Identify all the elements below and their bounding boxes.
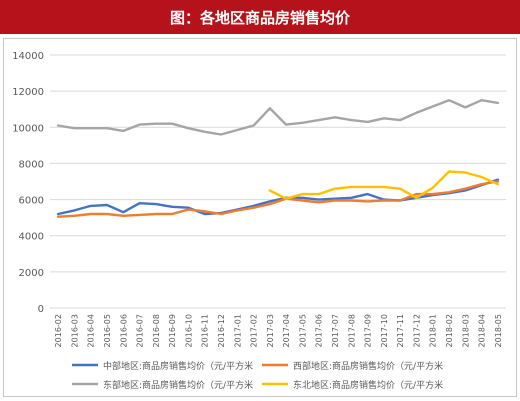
- x-tick-label: 2017-08: [347, 314, 356, 347]
- series-group: [56, 99, 500, 218]
- x-tick-label: 2017-03: [266, 314, 275, 347]
- x-tick-label: 2016-11: [201, 314, 210, 347]
- x-tick-label: 2017-06: [315, 314, 324, 347]
- series-line-2: [56, 99, 500, 136]
- y-tick-label: 0: [38, 304, 44, 315]
- grid-lines: [50, 54, 506, 309]
- x-tick-label: 2016-04: [87, 314, 96, 347]
- x-tick-label: 2016-08: [152, 314, 161, 347]
- chart-border: [3, 38, 517, 397]
- x-tick-label: 2018-04: [478, 314, 487, 347]
- x-tick-label: 2016-03: [70, 314, 79, 347]
- legend-label-1: 西部地区:商品房销售均价（元/平方米: [293, 360, 443, 372]
- legend-label-0: 中部地区:商品房销售均价（元/平方米: [103, 360, 253, 372]
- x-tick-label: 2017-04: [282, 314, 291, 347]
- x-axis: 2016-02 2016-03 2016-04 2016-05 2016-06 2016-…: [54, 314, 503, 347]
- x-tick-label: 2018-03: [461, 314, 470, 347]
- series-line-0: [56, 178, 500, 216]
- x-tick-label: 2016-12: [217, 314, 226, 347]
- x-tick-label: 2018-01: [429, 314, 438, 347]
- series-line-3: [268, 170, 500, 200]
- x-tick-label: 2017-11: [396, 314, 405, 347]
- x-tick-label: 2017-09: [364, 314, 373, 347]
- y-axis: 0 2000 4000 6000 8000 10000 12000 14000: [12, 51, 44, 315]
- x-tick-label: 2017-07: [331, 314, 340, 347]
- x-tick-label: 2016-05: [103, 314, 112, 347]
- x-tick-label: 2016-06: [119, 314, 128, 347]
- x-tick-label: 2017-05: [298, 314, 307, 347]
- x-tick-label: 2018-05: [494, 314, 503, 347]
- x-tick-label: 2017-02: [250, 314, 259, 347]
- x-tick-label: 2017-10: [380, 314, 389, 347]
- legend: 中部地区:商品房销售均价（元/平方米 西部地区:商品房销售均价（元/平方米东部地区…: [72, 360, 443, 391]
- y-tick-label: 8000: [19, 159, 44, 170]
- y-tick-label: 4000: [19, 232, 44, 243]
- x-tick-label: 2016-02: [54, 314, 63, 347]
- legend-label-2: 东部地区:商品房销售均价（元/平方米: [103, 379, 253, 391]
- y-tick-label: 10000: [12, 123, 44, 134]
- y-tick-label: 12000: [12, 87, 44, 98]
- chart-title: 图：各地区商品房销售均价: [0, 0, 520, 34]
- x-tick-label: 2016-09: [168, 314, 177, 347]
- legend-label-3: 东北地区:商品房销售均价（元/平方米: [293, 379, 443, 391]
- x-tick-label: 2018-02: [445, 314, 454, 347]
- x-tick-label: 2016-07: [136, 314, 145, 347]
- x-tick-label: 2017-01: [233, 314, 242, 347]
- y-tick-label: 6000: [19, 196, 44, 207]
- y-tick-label: 14000: [12, 51, 44, 62]
- y-tick-label: 2000: [19, 268, 44, 279]
- x-tick-label: 2017-12: [412, 314, 421, 347]
- x-tick-label: 2016-10: [184, 314, 193, 347]
